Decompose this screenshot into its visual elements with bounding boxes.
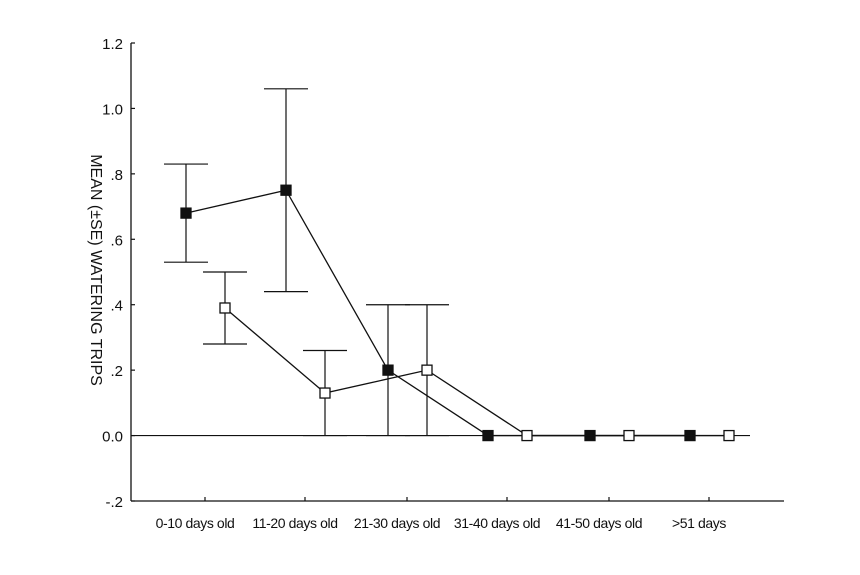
y-tick-label: .4 — [110, 298, 123, 315]
x-tick-label: 21-30 days old — [354, 515, 440, 531]
series — [164, 88, 735, 442]
x-tick-label: >51 days — [672, 515, 726, 531]
open-square-point — [723, 429, 735, 442]
y-tick-label: .2 — [110, 363, 123, 380]
open-square-point — [623, 429, 635, 442]
series-line — [185, 189, 690, 437]
y-tick-label: .6 — [110, 232, 123, 249]
open-square-point — [521, 429, 533, 442]
filled-square-point — [482, 429, 494, 442]
x-tick-label: 41-50 days old — [556, 515, 642, 531]
filled-square-point — [280, 184, 292, 196]
open-square-point — [219, 302, 231, 314]
series-1 — [164, 88, 696, 442]
y-axis-label: MEAN (±SE) WATERING TRIPS — [87, 154, 104, 386]
y-tick-label: -.2 — [105, 494, 123, 511]
x-tick-label: 0-10 days old — [156, 515, 235, 531]
y-tick-label: 0.0 — [102, 429, 123, 446]
y-tick-label: .8 — [110, 167, 123, 184]
y-tick-label: 1.0 — [102, 101, 123, 118]
open-square-point — [421, 364, 433, 376]
y-tick-label: 1.2 — [102, 36, 123, 53]
series-line — [224, 307, 729, 437]
open-square-point — [319, 387, 331, 399]
filled-square-point — [180, 207, 192, 219]
tick-labels: -.2 0.0 .2 .4 .6 .8 1.0 1.2 0-10 days old 11-20 d… — [102, 36, 727, 531]
x-tick-label: 31-40 days old — [454, 515, 540, 531]
series-2 — [203, 271, 735, 442]
x-tick-label: 11-20 days old — [252, 515, 337, 531]
filled-square-point — [382, 364, 394, 376]
